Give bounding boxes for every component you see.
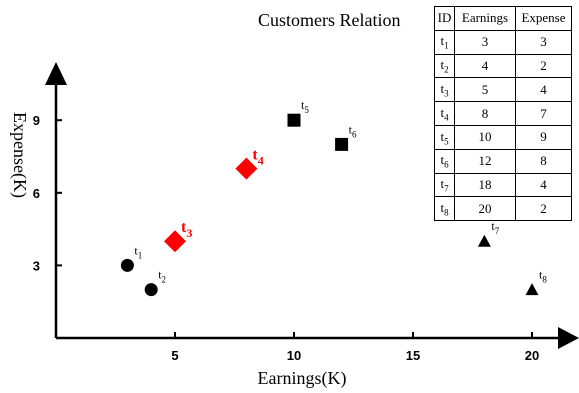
point-label-t3: t3 xyxy=(181,219,192,240)
table-header-row: ID Earnings Expense xyxy=(434,6,572,31)
row-expense: 2 xyxy=(515,196,572,222)
row-id: t4 xyxy=(434,101,455,126)
header-id: ID xyxy=(434,6,455,31)
x-axis-label: Earnings(K) xyxy=(258,368,347,389)
row-earnings: 20 xyxy=(454,196,516,222)
point-t6 xyxy=(335,137,349,151)
header-expense: Expense xyxy=(515,6,572,31)
row-id: t8 xyxy=(434,196,455,222)
table-row: t7 18 4 xyxy=(434,172,572,198)
point-t4 xyxy=(235,157,258,180)
customers-table: ID Earnings Expense t1 3 3 t2 4 2 t3 5 4 t4 8 7 t5 10… xyxy=(434,6,572,222)
header-earnings: Earnings xyxy=(454,6,516,31)
point-t7 xyxy=(477,234,491,247)
x-tick-label: 10 xyxy=(287,348,301,363)
y-tick-label: 6 xyxy=(33,186,40,201)
point-t8 xyxy=(525,283,539,296)
row-earnings: 12 xyxy=(454,148,516,174)
point-t5 xyxy=(287,113,301,127)
axes xyxy=(45,62,579,349)
row-expense: 9 xyxy=(515,124,572,150)
row-id: t3 xyxy=(434,77,455,103)
y-tick-label: 9 xyxy=(33,113,40,128)
table-row: t5 10 9 xyxy=(434,124,572,150)
row-earnings: 10 xyxy=(454,124,516,150)
row-expense: 8 xyxy=(515,148,572,174)
row-earnings: 8 xyxy=(454,101,516,126)
table-row: t6 12 8 xyxy=(434,148,572,174)
point-label-t7: t7 xyxy=(491,219,499,236)
point-t3 xyxy=(164,230,186,253)
row-id: t2 xyxy=(434,53,455,79)
point-label-t1: t1 xyxy=(134,243,142,260)
row-earnings: 3 xyxy=(454,29,516,55)
row-earnings: 18 xyxy=(454,172,516,198)
point-t2 xyxy=(144,283,158,297)
row-expense: 2 xyxy=(515,53,572,79)
row-id: t7 xyxy=(434,172,455,198)
row-id: t5 xyxy=(434,124,455,150)
point-label-t8: t8 xyxy=(539,268,547,285)
row-earnings: 4 xyxy=(454,53,516,79)
table-row: t2 4 2 xyxy=(434,53,572,79)
table-row: t8 20 2 xyxy=(434,196,572,222)
table-row: t1 3 3 xyxy=(434,29,572,55)
point-t1 xyxy=(120,258,134,272)
table-row: t3 5 4 xyxy=(434,77,572,103)
row-expense: 4 xyxy=(515,172,572,198)
row-expense: 4 xyxy=(515,77,572,103)
table-title: Customers Relation xyxy=(258,10,401,30)
table-row: t4 8 7 xyxy=(434,101,572,126)
row-id: t1 xyxy=(434,29,455,55)
y-tick-label: 3 xyxy=(33,258,40,273)
x-tick-label: 5 xyxy=(171,348,178,363)
point-label-t4: t4 xyxy=(252,147,263,168)
x-tick-label: 20 xyxy=(525,348,539,363)
x-axis-arrow xyxy=(558,327,579,349)
y-axis-label: Expense(K) xyxy=(9,112,30,198)
y-axis-arrow xyxy=(45,62,67,85)
point-label-t2: t2 xyxy=(158,268,166,285)
row-earnings: 5 xyxy=(454,77,516,103)
row-expense: 3 xyxy=(515,29,572,55)
point-label-t5: t5 xyxy=(301,98,309,115)
row-id: t6 xyxy=(434,148,455,174)
x-tick-label: 15 xyxy=(406,348,420,363)
row-expense: 7 xyxy=(515,101,572,126)
point-label-t6: t6 xyxy=(349,122,357,139)
